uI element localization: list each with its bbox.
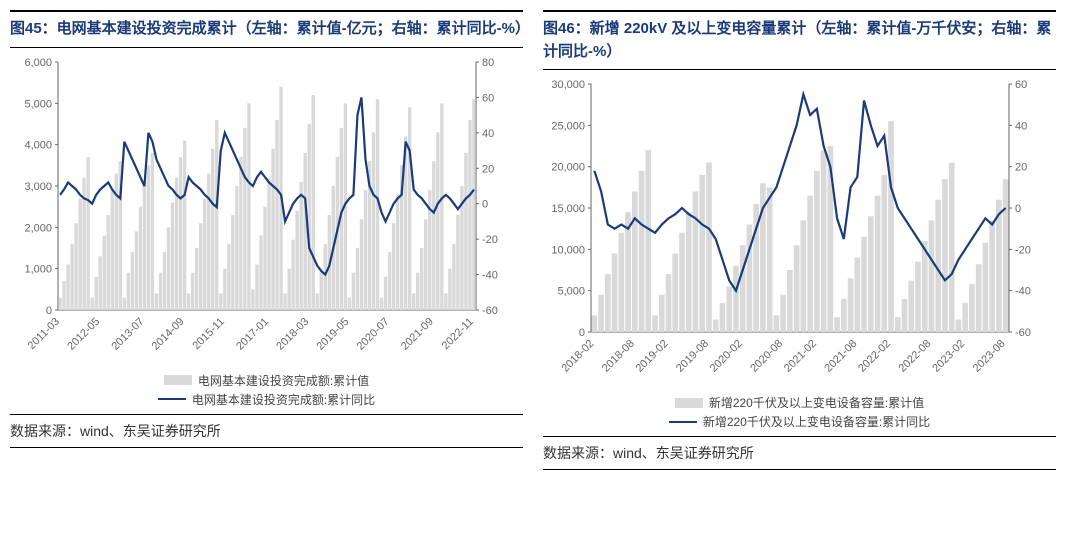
- svg-text:2023-08: 2023-08: [971, 338, 1008, 375]
- bar-swatch-icon: [164, 375, 192, 385]
- bar-swatch-icon: [675, 398, 703, 408]
- source-right: 数据来源：wind、东吴证券研究所: [543, 436, 1056, 470]
- svg-text:2013-07: 2013-07: [110, 315, 147, 352]
- svg-text:0: 0: [1015, 203, 1021, 215]
- legend-line-row-right: 新增220千伏及以上变电设备容量:累计同比: [669, 413, 930, 430]
- svg-text:5,000: 5,000: [557, 286, 585, 298]
- svg-text:30,000: 30,000: [551, 79, 585, 91]
- svg-text:2019-05: 2019-05: [314, 315, 351, 352]
- svg-text:2018-02: 2018-02: [559, 338, 596, 375]
- svg-text:80: 80: [482, 57, 494, 69]
- svg-text:2022-02: 2022-02: [856, 338, 893, 375]
- svg-text:2020-08: 2020-08: [748, 338, 785, 375]
- svg-text:-20: -20: [482, 234, 498, 246]
- legend-bar-label-left: 电网基本建设投资完成额:累计值: [198, 372, 369, 389]
- svg-text:6,000: 6,000: [24, 57, 52, 69]
- line-swatch-icon: [669, 421, 697, 423]
- svg-text:20: 20: [1015, 162, 1027, 174]
- svg-text:-60: -60: [1015, 327, 1031, 339]
- legend-bar-label-right: 新增220千伏及以上变电设备容量:累计值: [709, 394, 924, 411]
- chart-title-right: 图46：新增 220kV 及以上变电容量累计（左轴：累计值-万千伏安；右轴：累计…: [543, 10, 1056, 70]
- svg-text:2015-11: 2015-11: [190, 315, 226, 351]
- legend-bar-row-right: 新增220千伏及以上变电设备容量:累计值: [675, 394, 924, 411]
- chart-svg-right: 0 5,000 10,000 15,000 20,000 25,000 30,000 -60 -…: [543, 70, 1053, 390]
- svg-text:3,000: 3,000: [24, 181, 52, 193]
- svg-text:0: 0: [46, 305, 52, 317]
- svg-text:2,000: 2,000: [24, 222, 52, 234]
- svg-text:2020-02: 2020-02: [708, 338, 745, 375]
- svg-text:-40: -40: [482, 269, 498, 281]
- svg-text:60: 60: [1015, 79, 1027, 91]
- legend-left: 电网基本建设投资完成额:累计值 电网基本建设投资完成额:累计同比: [10, 372, 523, 408]
- svg-text:15,000: 15,000: [551, 203, 585, 215]
- svg-text:2018-08: 2018-08: [600, 338, 637, 375]
- svg-text:2019-02: 2019-02: [634, 338, 671, 375]
- chart-svg-left: 0 1,000 2,000 3,000 4,000 5,000 6,000 -60 -40 -20…: [10, 48, 520, 368]
- svg-text:0: 0: [579, 327, 585, 339]
- svg-text:20,000: 20,000: [551, 162, 585, 174]
- source-left: 数据来源：wind、东吴证券研究所: [10, 414, 523, 448]
- legend-right: 新增220千伏及以上变电设备容量:累计值 新增220千伏及以上变电设备容量:累计…: [543, 394, 1056, 430]
- svg-text:20: 20: [482, 163, 494, 175]
- svg-text:2019-08: 2019-08: [674, 338, 711, 375]
- svg-text:4,000: 4,000: [24, 139, 52, 151]
- svg-text:-60: -60: [482, 305, 498, 317]
- svg-text:2022-08: 2022-08: [897, 338, 934, 375]
- svg-text:2023-02: 2023-02: [930, 338, 967, 375]
- svg-text:2021-09: 2021-09: [399, 315, 436, 352]
- legend-bar-row-left: 电网基本建设投资完成额:累计值: [164, 372, 369, 389]
- svg-text:2012-05: 2012-05: [65, 315, 102, 352]
- svg-text:10,000: 10,000: [551, 244, 585, 256]
- svg-text:1,000: 1,000: [24, 263, 52, 275]
- legend-line-label-left: 电网基本建设投资完成额:累计同比: [192, 391, 375, 408]
- chart-area-right: 0 5,000 10,000 15,000 20,000 25,000 30,000 -60 -…: [543, 70, 1056, 390]
- svg-text:2018-03: 2018-03: [274, 315, 311, 352]
- panel-left: 图45：电网基本建设投资完成累计（左轴：累计值-亿元；右轴：累计同比-%） 0 1…: [10, 10, 523, 470]
- svg-text:-20: -20: [1015, 244, 1031, 256]
- line-swatch-icon: [158, 398, 186, 400]
- svg-text:2017-01: 2017-01: [234, 315, 271, 352]
- svg-text:2021-02: 2021-02: [782, 338, 819, 375]
- chart-title-left: 图45：电网基本建设投资完成累计（左轴：累计值-亿元；右轴：累计同比-%）: [10, 10, 523, 48]
- legend-line-row-left: 电网基本建设投资完成额:累计同比: [158, 391, 375, 408]
- chart-area-left: 0 1,000 2,000 3,000 4,000 5,000 6,000 -60 -40 -20…: [10, 48, 523, 368]
- legend-line-label-right: 新增220千伏及以上变电设备容量:累计同比: [703, 413, 930, 430]
- svg-text:2022-11: 2022-11: [440, 315, 476, 351]
- svg-text:2021-08: 2021-08: [822, 338, 859, 375]
- svg-text:0: 0: [482, 198, 488, 210]
- svg-text:2011-03: 2011-03: [26, 315, 62, 351]
- svg-text:2014-09: 2014-09: [150, 315, 187, 352]
- svg-text:-40: -40: [1015, 286, 1031, 298]
- svg-text:5,000: 5,000: [24, 98, 52, 110]
- panel-right: 图46：新增 220kV 及以上变电容量累计（左轴：累计值-万千伏安；右轴：累计…: [543, 10, 1056, 470]
- svg-text:2020-07: 2020-07: [355, 315, 392, 352]
- svg-text:40: 40: [1015, 120, 1027, 132]
- svg-text:25,000: 25,000: [551, 120, 585, 132]
- svg-text:40: 40: [482, 127, 494, 139]
- svg-text:60: 60: [482, 92, 494, 104]
